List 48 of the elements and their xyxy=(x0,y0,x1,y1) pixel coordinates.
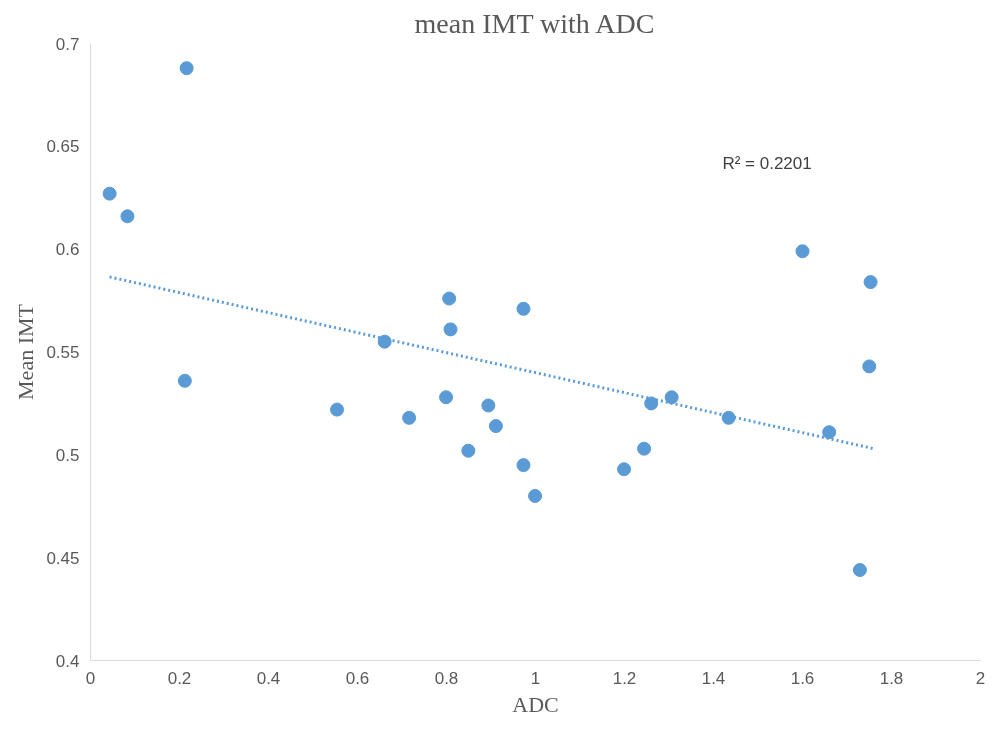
y-tick-label: 0.55 xyxy=(46,343,80,362)
point xyxy=(516,458,531,473)
point xyxy=(528,488,543,503)
y-tick-label: 0.45 xyxy=(46,548,80,568)
x-tick-label: 0.8 xyxy=(434,668,459,688)
point xyxy=(177,373,192,388)
point xyxy=(443,322,458,337)
point xyxy=(664,390,679,405)
point xyxy=(330,402,345,417)
y-tick-label: 0.5 xyxy=(55,445,80,465)
point xyxy=(721,410,736,425)
point xyxy=(516,301,531,316)
x-tick-label: 0 xyxy=(85,668,96,688)
x-tick-label: 1.6 xyxy=(790,668,815,688)
point xyxy=(402,410,417,425)
point xyxy=(795,244,810,259)
x-tick-label: 1 xyxy=(530,668,541,688)
y-tick-label: 0.65 xyxy=(46,137,80,157)
y-tick-label: 0.6 xyxy=(55,240,80,260)
point xyxy=(862,359,877,374)
point xyxy=(481,398,496,413)
y-tick-label: 0.4 xyxy=(55,651,80,671)
point xyxy=(442,291,457,306)
point xyxy=(852,563,867,577)
x-tick-label: 0.6 xyxy=(345,668,370,688)
y-axis-title: Mean IMT xyxy=(13,303,39,400)
point xyxy=(102,186,117,201)
point xyxy=(179,61,194,76)
point xyxy=(822,425,837,440)
x-axis-title: ADC xyxy=(512,691,559,717)
point xyxy=(377,334,392,349)
point xyxy=(617,462,632,477)
point xyxy=(439,390,454,405)
point xyxy=(120,209,135,224)
point xyxy=(461,443,476,458)
x-tick-label: 1.8 xyxy=(879,668,904,688)
x-tick-label: 1.2 xyxy=(612,668,637,688)
chart-title: mean IMT with ADC xyxy=(414,7,655,39)
point xyxy=(863,275,878,290)
x-tick-label: 0.4 xyxy=(256,668,281,688)
x-tick-label: 1.4 xyxy=(701,668,726,688)
point xyxy=(644,396,659,411)
y-tick-label: 0.7 xyxy=(55,34,80,54)
x-tick-label: 0.2 xyxy=(167,668,192,688)
x-tick-label: 2 xyxy=(975,668,986,688)
point xyxy=(637,441,652,456)
annotation: R² = 0.2201 xyxy=(722,154,812,174)
point xyxy=(488,419,503,434)
